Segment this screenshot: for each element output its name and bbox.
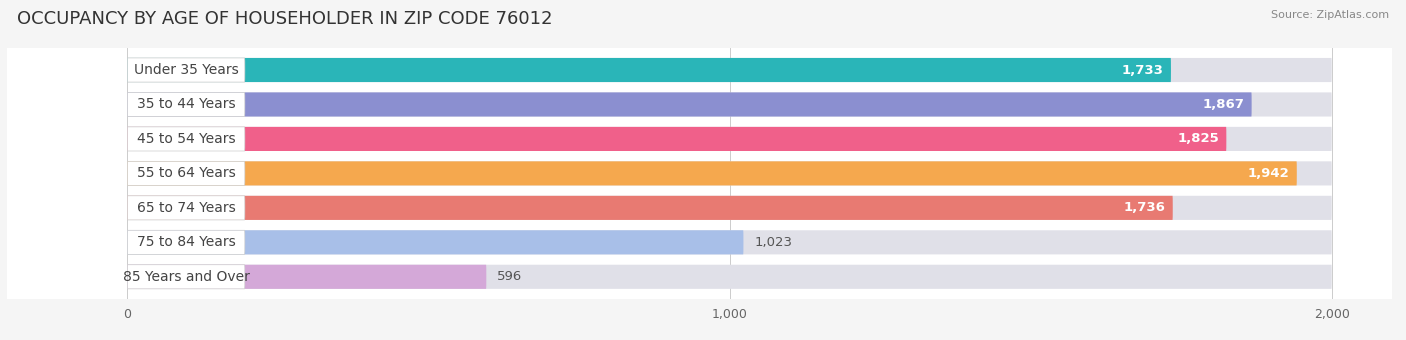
Text: 1,023: 1,023: [754, 236, 792, 249]
FancyBboxPatch shape: [128, 230, 1331, 254]
FancyBboxPatch shape: [128, 58, 1331, 82]
Text: 1,825: 1,825: [1177, 133, 1219, 146]
Text: 596: 596: [498, 270, 523, 283]
FancyBboxPatch shape: [128, 265, 245, 289]
Text: 1,733: 1,733: [1122, 64, 1164, 76]
FancyBboxPatch shape: [128, 265, 486, 289]
FancyBboxPatch shape: [128, 196, 245, 220]
FancyBboxPatch shape: [128, 162, 1296, 185]
Text: 85 Years and Over: 85 Years and Over: [122, 270, 250, 284]
FancyBboxPatch shape: [128, 92, 1331, 117]
FancyBboxPatch shape: [128, 162, 1331, 185]
FancyBboxPatch shape: [128, 58, 1171, 82]
FancyBboxPatch shape: [128, 127, 1226, 151]
FancyBboxPatch shape: [128, 230, 744, 254]
FancyBboxPatch shape: [128, 162, 245, 185]
FancyBboxPatch shape: [128, 127, 1331, 151]
Text: Source: ZipAtlas.com: Source: ZipAtlas.com: [1271, 10, 1389, 20]
FancyBboxPatch shape: [128, 265, 1331, 289]
FancyBboxPatch shape: [128, 230, 245, 254]
Text: 1,942: 1,942: [1249, 167, 1289, 180]
FancyBboxPatch shape: [128, 92, 1251, 117]
Text: 1,736: 1,736: [1123, 201, 1166, 214]
Text: OCCUPANCY BY AGE OF HOUSEHOLDER IN ZIP CODE 76012: OCCUPANCY BY AGE OF HOUSEHOLDER IN ZIP C…: [17, 10, 553, 28]
Text: 35 to 44 Years: 35 to 44 Years: [136, 98, 235, 112]
Text: 75 to 84 Years: 75 to 84 Years: [136, 235, 236, 249]
FancyBboxPatch shape: [128, 127, 245, 151]
FancyBboxPatch shape: [128, 92, 245, 117]
Text: 65 to 74 Years: 65 to 74 Years: [136, 201, 236, 215]
Text: Under 35 Years: Under 35 Years: [134, 63, 239, 77]
Text: 45 to 54 Years: 45 to 54 Years: [136, 132, 235, 146]
FancyBboxPatch shape: [128, 196, 1173, 220]
FancyBboxPatch shape: [128, 58, 245, 82]
Text: 1,867: 1,867: [1202, 98, 1244, 111]
FancyBboxPatch shape: [128, 196, 1331, 220]
Text: 55 to 64 Years: 55 to 64 Years: [136, 166, 236, 181]
